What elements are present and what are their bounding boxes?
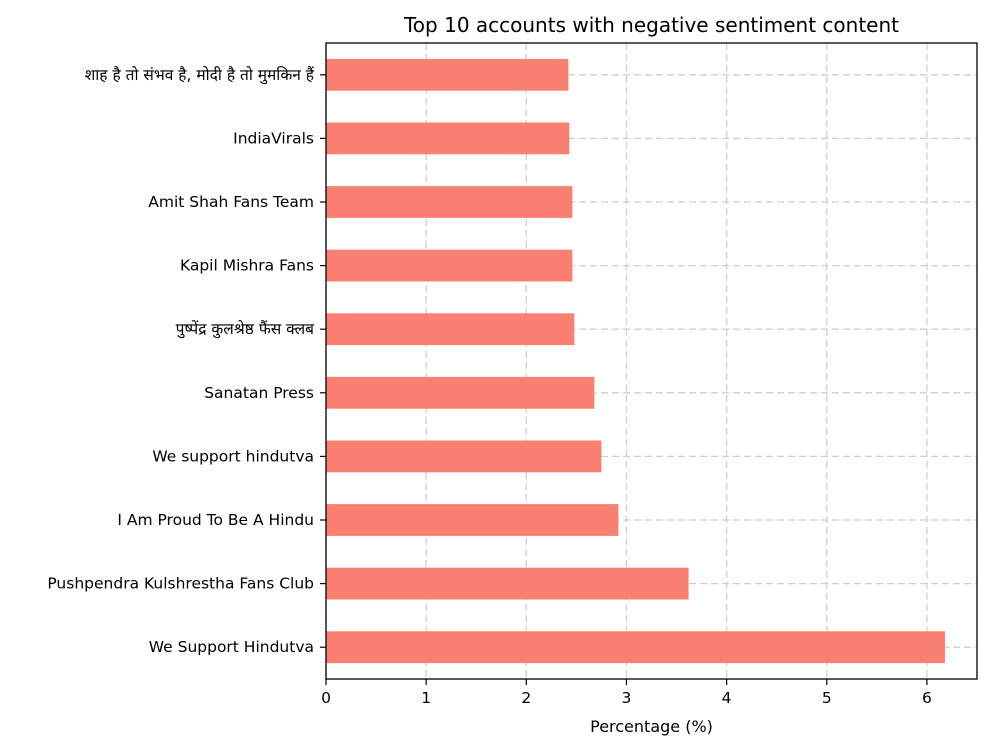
x-axis-label: Percentage (%): [590, 717, 713, 736]
bar: [326, 122, 570, 155]
x-tick-label: 4: [722, 689, 732, 707]
chart-title: Top 10 accounts with negative sentiment …: [403, 13, 899, 37]
bar: [326, 567, 689, 600]
y-tick-label: पुष्पेंद्र कुलश्रेष्ठ फैंस क्लब: [176, 320, 316, 339]
y-tick-label: Pushpendra Kulshrestha Fans Club: [47, 575, 314, 593]
bar: [326, 376, 595, 409]
y-tick-label: I Am Proud To Be A Hindu: [117, 511, 314, 529]
x-tick-label: 0: [321, 689, 331, 707]
bar: [326, 58, 569, 91]
bar: [326, 631, 945, 664]
x-tick-label: 1: [421, 689, 431, 707]
y-axis: We Support Hindutva Pushpendra Kulshresth…: [47, 66, 326, 656]
y-tick-label: Sanatan Press: [204, 384, 314, 402]
bar: [326, 440, 602, 473]
bar: [326, 313, 575, 346]
bars-layer: [326, 58, 945, 664]
x-tick-label: 6: [922, 689, 932, 707]
y-tick-label: We support hindutva: [152, 447, 314, 465]
y-tick-label: शाह है तो संभव है, मोदी है तो मुमकिन हैं: [85, 66, 315, 85]
y-tick-label: We Support Hindutva: [149, 638, 314, 656]
bar: [326, 504, 619, 536]
bar: [326, 186, 573, 218]
x-tick-label: 2: [521, 689, 531, 707]
x-tick-label: 5: [822, 689, 832, 707]
y-tick-label: IndiaVirals: [233, 129, 314, 147]
plot-frame: [325, 42, 978, 680]
x-tick-label: 3: [622, 689, 632, 707]
y-tick-label: Kapil Mishra Fans: [180, 257, 314, 275]
y-tick-label: Amit Shah Fans Team: [148, 193, 314, 211]
bar: [326, 249, 573, 282]
x-axis: 0 1 2 3 4 5 6: [321, 679, 932, 707]
